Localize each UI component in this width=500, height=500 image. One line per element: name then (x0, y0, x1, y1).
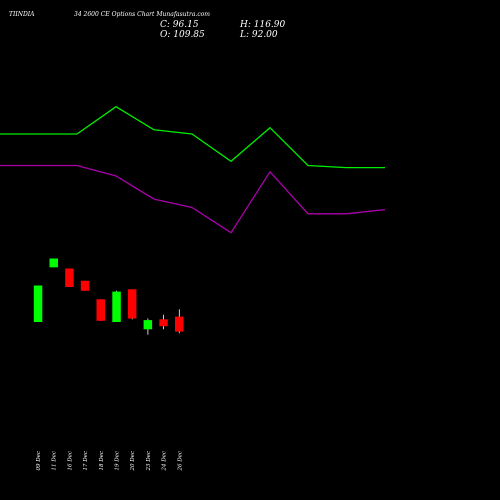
candle-body-down (175, 316, 184, 332)
candle-body-down (96, 299, 105, 321)
candles (33, 258, 184, 335)
x-tick-label: 23 Dec (146, 451, 152, 472)
candle-body-up (112, 291, 121, 322)
chart-description: 34 2600 CE Options Chart Munafasutra.com (74, 11, 210, 18)
x-tick-label: 09 Dec (36, 451, 42, 471)
x-axis-ticks: 09 Dec 11 Dec 16 Dec 17 Dec 18 Dec 19 Dec 20 D… (36, 451, 183, 472)
candle (96, 299, 105, 321)
candle-body-down (65, 268, 74, 287)
candle-body-down (127, 289, 137, 319)
x-tick-label: 24 Dec (162, 451, 168, 472)
upper-indicator-line (0, 105, 385, 169)
x-tick-label: 18 Dec (99, 451, 105, 471)
candle (49, 258, 58, 268)
candle (159, 314, 168, 330)
candle-body-down (80, 280, 90, 291)
candle (65, 268, 74, 287)
x-tick-label: 16 Dec (67, 451, 73, 471)
candle-body-up (49, 258, 58, 268)
low-value: L: 92.00 (239, 30, 278, 40)
close-value: C: 96.15 (160, 20, 199, 30)
high-value: H: 116.90 (239, 20, 286, 30)
candle (33, 285, 43, 322)
open-value: O: 109.85 (160, 30, 205, 40)
x-tick-label: 11 Dec (52, 451, 58, 471)
x-tick-label: 19 Dec (115, 451, 121, 471)
x-tick-label: 17 Dec (83, 451, 89, 471)
indicator-lines (0, 105, 386, 234)
candle-body-up (33, 285, 43, 322)
candle (143, 318, 153, 335)
candle (80, 280, 90, 291)
ticker-label: TIINDIA (9, 11, 35, 18)
candle (112, 290, 121, 322)
candle-body-down (159, 319, 168, 327)
lower-indicator-line (0, 164, 386, 234)
x-tick-label: 26 Dec (177, 451, 183, 472)
x-tick-label: 20 Dec (130, 451, 136, 472)
candle (127, 289, 137, 320)
candle (175, 309, 184, 334)
candle-body-up (143, 320, 153, 330)
